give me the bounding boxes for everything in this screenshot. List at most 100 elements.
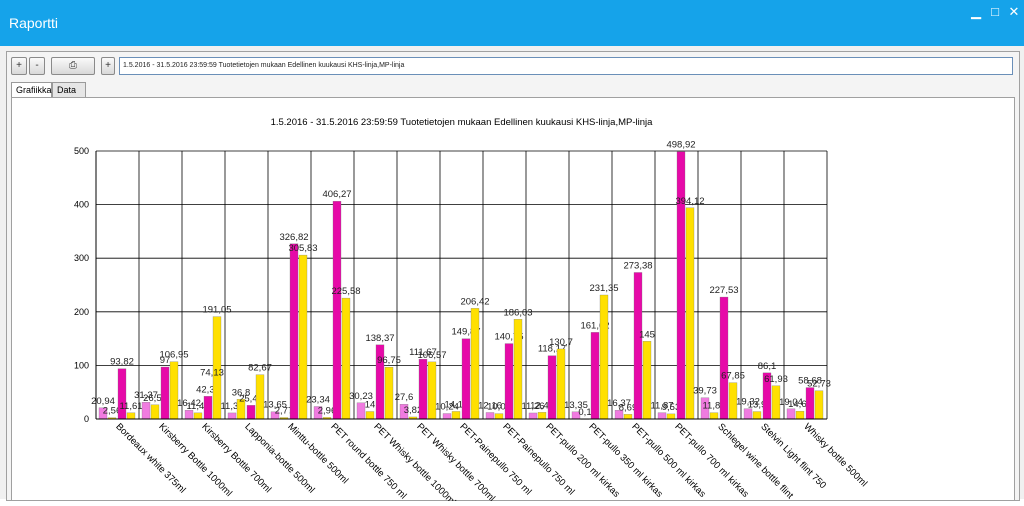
data-label: 61,93	[764, 374, 788, 385]
data-label: 149,87	[451, 327, 480, 338]
bar-15-series-2	[709, 412, 719, 420]
data-label: 82,67	[248, 363, 272, 374]
bar-17-series-2	[795, 410, 805, 420]
y-tick-label: 400	[74, 200, 89, 210]
data-label: 2,96	[318, 405, 337, 416]
print-button[interactable]: ⎙	[51, 57, 95, 75]
bar-12-series-3	[590, 332, 600, 420]
data-label: 12,45	[530, 400, 554, 411]
data-label: 11,61	[119, 401, 142, 412]
bar-7-series-2	[365, 411, 375, 420]
data-label: 97	[160, 355, 171, 366]
bar-17-series-4	[814, 390, 824, 420]
data-label: 161,62	[580, 320, 609, 331]
data-label: 14,67	[788, 399, 812, 410]
data-label: 30,23	[349, 391, 373, 402]
data-label: 31,37	[134, 390, 158, 401]
data-label: 16,42	[177, 398, 201, 409]
bar-11-series-1	[528, 412, 538, 420]
y-tick-label: 200	[74, 307, 89, 317]
zoom-out-button[interactable]: -	[29, 57, 45, 75]
x-tick-label: PET round bottle 750 ml	[328, 421, 408, 501]
zoom-in-button[interactable]: +	[11, 57, 27, 75]
bar-3-series-2	[193, 412, 203, 420]
data-label: 36,8	[232, 387, 251, 398]
y-tick-label: 100	[74, 360, 89, 370]
data-label: 11,34	[220, 401, 243, 412]
data-label: 3,82	[404, 405, 423, 416]
data-label: 2,77	[275, 406, 294, 417]
data-label: 118,17	[538, 344, 566, 355]
bar-9-series-1	[442, 413, 452, 420]
zoom-out-icon: -	[35, 60, 39, 71]
data-label: 11,89	[702, 401, 725, 412]
data-label: 140,75	[494, 332, 523, 343]
x-tick-label: PET-pullo 200 ml kirkas	[543, 421, 622, 500]
bar-10-series-1	[485, 412, 495, 420]
bar-7-series-4	[384, 366, 394, 420]
data-label: 67,85	[721, 371, 745, 382]
bar-2-series-1	[141, 402, 151, 420]
minimize-button[interactable]: ▁	[971, 4, 981, 19]
bar-15-series-3	[719, 296, 729, 420]
data-label: 2,56	[103, 406, 122, 417]
title-bar: Raportti ▁ □ ✕	[0, 0, 1024, 46]
bar-4-series-1	[227, 412, 237, 420]
data-label: 394,12	[675, 196, 704, 207]
x-tick-label: Schlegel wine bottle flint	[715, 421, 795, 501]
data-label: 96,75	[377, 355, 401, 366]
x-tick-label: PET Whisky bottle 1000ml	[371, 421, 457, 501]
bar-14-series-1	[657, 412, 667, 420]
bar-9-series-2	[451, 411, 461, 420]
data-label: 231,35	[589, 283, 618, 294]
data-label: 23,34	[306, 394, 330, 405]
x-tick-label: PET-pullo 700 ml kirkas	[672, 421, 751, 500]
data-label: 11,87	[650, 401, 673, 412]
data-label: 13,9	[748, 400, 767, 411]
tab-grafiikka[interactable]: Grafiikka	[11, 82, 52, 98]
bar-3-series-3	[203, 396, 213, 420]
data-label: 14,11	[444, 399, 467, 410]
printer-icon: ⎙	[69, 60, 77, 71]
data-label: 273,38	[623, 260, 652, 271]
data-label: 13,65	[263, 400, 287, 411]
data-label: 406,27	[322, 189, 351, 200]
report-path-field[interactable]: 1.5.2016 - 31.5.2016 23:59:59 Tuotetieto…	[119, 57, 1013, 75]
data-label: 19,32	[736, 397, 760, 408]
data-label: 206,42	[460, 296, 489, 307]
bar-11-series-2	[537, 412, 547, 420]
data-label: 52,73	[807, 379, 831, 390]
data-label: 138,37	[365, 333, 394, 344]
data-label: 111,67	[409, 347, 437, 358]
data-label: 498,92	[666, 140, 695, 151]
bar-14-series-3	[676, 151, 686, 420]
maximize-button[interactable]: □	[991, 4, 999, 19]
data-label: 86,1	[758, 361, 777, 372]
data-label: 14	[365, 399, 376, 410]
data-label: 11,45	[186, 401, 209, 412]
chart-panel: 1.5.2016 - 31.5.2016 23:59:59 Tuotetieto…	[11, 97, 1015, 506]
y-tick-label: 300	[74, 253, 89, 263]
tab-data[interactable]: Data	[52, 82, 86, 97]
bar-chart: 1.5.2016 - 31.5.2016 23:59:59 Tuotetieto…	[74, 117, 869, 506]
bar-13-series-2	[623, 414, 633, 420]
bar-16-series-2	[752, 411, 762, 420]
data-label: 20,94	[91, 396, 115, 407]
data-label: 130,7	[549, 337, 573, 348]
close-button[interactable]: ✕	[1008, 4, 1020, 19]
expand-icon: +	[105, 60, 111, 71]
data-label: 0,1	[578, 407, 591, 418]
bar-2-series-2	[150, 404, 160, 420]
data-label: 8,69	[619, 402, 638, 413]
bar-2-series-3	[160, 366, 170, 420]
bar-2-series-4	[169, 361, 179, 420]
y-tick-label: 500	[74, 146, 89, 156]
data-label: 10,24	[435, 402, 459, 413]
x-tick-label: PET-Painepullo 750 ml	[457, 421, 533, 497]
bar-1-series-4	[126, 412, 136, 420]
data-label: 39,73	[693, 386, 717, 397]
bar-5-series-3	[289, 243, 299, 420]
data-label: 12,16	[478, 400, 502, 411]
data-label: 186,03	[503, 307, 532, 318]
expand-button[interactable]: +	[101, 57, 115, 75]
